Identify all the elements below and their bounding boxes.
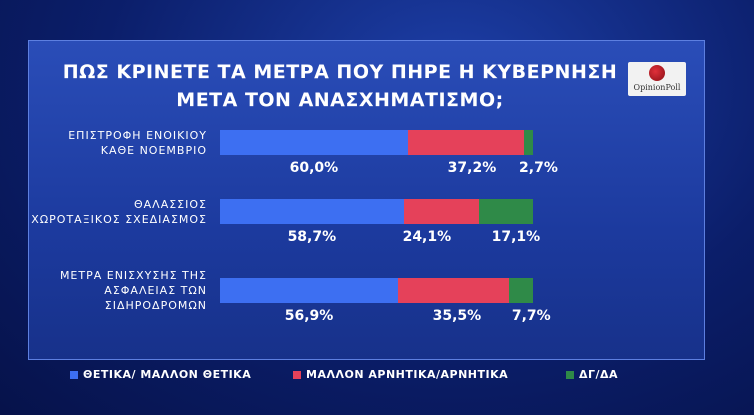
legend-swatch bbox=[70, 371, 78, 379]
bar bbox=[398, 278, 510, 303]
legend-label: ΘΕΤΙΚΑ/ ΜΑΛΛΟΝ ΘΕΤΙΚΑ bbox=[83, 368, 252, 381]
legend-swatch bbox=[566, 371, 574, 379]
legend-label: ΔΓ/ΔΑ bbox=[579, 368, 619, 381]
legend-label: ΜΑΛΛΟΝ ΑΡΝΗΤΙΚΑ/ΑΡΝΗΤΙΚΑ bbox=[306, 368, 509, 381]
chart-title: ΠΩΣ ΚΡΙΝΕΤΕ ΤΑ ΜΕΤΡΑ ΠΟΥ ΠΗΡΕ Η ΚΥΒΕΡΝΗΣ… bbox=[62, 61, 618, 111]
value-label: 37,2% bbox=[447, 160, 497, 176]
category-label: ΜΕΤΡΑ ΕΝΙΣΧΥΣΗΣ ΤΗΣ ΑΣΦΑΛΕΙΑΣ ΤΩΝ ΣΙΔΗΡΟ… bbox=[59, 269, 207, 312]
value-label: 2,7% bbox=[519, 160, 558, 176]
bar bbox=[509, 278, 534, 303]
value-label: 17,1% bbox=[491, 229, 541, 245]
bar bbox=[220, 278, 399, 303]
bar bbox=[403, 199, 480, 224]
bar bbox=[220, 199, 404, 224]
logo: OpinionPoll bbox=[628, 62, 686, 96]
bar bbox=[220, 130, 408, 155]
category-label: ΘΑΛΑΣΣΙΟΣ ΧΩΡΟΤΑΞΙΚΟΣ ΣΧΕΔΙΑΣΜΟΣ bbox=[31, 197, 207, 226]
value-label: 60,0% bbox=[289, 160, 339, 176]
value-label: 24,1% bbox=[402, 229, 452, 245]
value-label: 56,9% bbox=[284, 308, 334, 324]
bar bbox=[479, 199, 533, 224]
logo-icon bbox=[649, 65, 665, 81]
value-label: 58,7% bbox=[287, 229, 337, 245]
logo-text: OpinionPoll bbox=[633, 83, 681, 92]
legend-swatch bbox=[293, 371, 301, 379]
bar bbox=[524, 130, 533, 155]
category-label: ΕΠΙΣΤΡΟΦΗ ΕΝΟΙΚΙΟΥ ΚΑΘΕ ΝΟΕΜΒΡΙΟ bbox=[68, 128, 207, 157]
value-label: 7,7% bbox=[511, 308, 551, 324]
bar bbox=[407, 130, 525, 155]
value-label: 35,5% bbox=[432, 308, 482, 324]
